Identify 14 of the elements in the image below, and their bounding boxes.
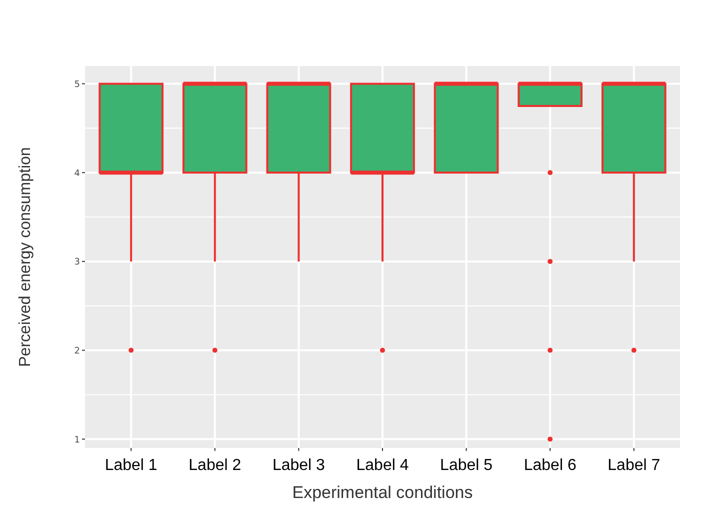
y-tick-label: 5 bbox=[74, 80, 80, 90]
x-tick-label: Label 1 bbox=[104, 457, 158, 474]
x-tick-label: Label 3 bbox=[272, 457, 326, 474]
x-axis-title: Experimental conditions bbox=[292, 483, 473, 502]
x-tick-label: Label 4 bbox=[356, 457, 409, 474]
x-tick-label: Label 5 bbox=[440, 457, 493, 474]
y-tick-label: 1 bbox=[74, 435, 80, 446]
x-tick-label: Label 6 bbox=[524, 457, 576, 474]
y-tick-label: 3 bbox=[74, 258, 80, 268]
y-tick-label: 2 bbox=[74, 346, 80, 356]
x-tick-label: Label 7 bbox=[608, 457, 660, 474]
y-tick-label: 4 bbox=[74, 168, 80, 179]
y-axis-title: Perceived energy consumption bbox=[17, 147, 34, 367]
x-tick-label: Label 2 bbox=[188, 457, 242, 474]
